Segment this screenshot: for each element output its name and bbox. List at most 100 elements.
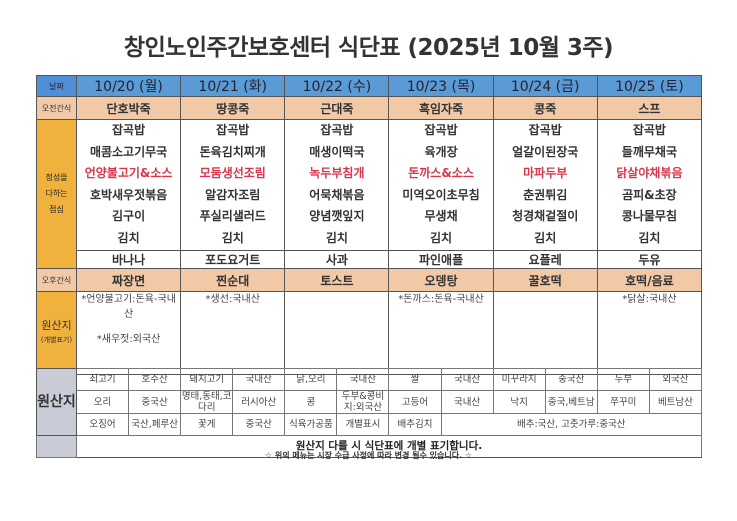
origin-label: 원산지 (개별표기) xyxy=(36,291,77,375)
origin-item: 낙지 xyxy=(492,390,546,414)
pm-snack: 찐순대 xyxy=(180,268,286,292)
lunch-item: 김구이 xyxy=(112,209,146,223)
origin-country: 두부&콩비지:외국산 xyxy=(336,390,390,414)
origin-label-blank xyxy=(36,435,77,458)
day-date: 10/24 (금) xyxy=(492,75,598,97)
lunch-item: 김치 xyxy=(534,230,557,245)
lunch-item: 마파두부 xyxy=(523,166,568,180)
origin-row: 원산지 (개별표기) *언양불고기:돈육-국내산 *새우젓:외국산 *생선:국내산 *돈… xyxy=(36,291,703,375)
lunch-item: 어묵채볶음 xyxy=(309,187,365,202)
lunch-item: 얼갈이된장국 xyxy=(512,144,579,159)
lunch-item: 녹두부침개 xyxy=(309,166,365,180)
origin-country: 외국산 xyxy=(648,368,703,391)
origin-item: 쇠고기 xyxy=(75,368,130,391)
origin-country: 국내산 xyxy=(336,368,390,391)
lunch-item: 김치 xyxy=(221,230,244,245)
lunch-item: 잡곡밥 xyxy=(112,123,146,137)
origin-country: 호주산 xyxy=(128,368,182,391)
lunch-label-line: 점심 xyxy=(49,205,64,214)
day-date: 10/21 (화) xyxy=(180,75,286,97)
origin-item: 배추김치 xyxy=(388,413,442,436)
origin-item: 꽃게 xyxy=(180,413,234,436)
origin-table: 원산지 쇠고기 호주산 돼지고기 국내산 닭,오리 국내산 쌀 국내산 미꾸라지 중국산 두부 외국산 오… xyxy=(36,368,703,458)
origin-note: *생선:국내산 xyxy=(205,294,260,305)
origin-country: 중국산 xyxy=(544,368,598,391)
origin-country: 중국산 xyxy=(232,413,286,436)
lunch-item: 푸실리샐러드 xyxy=(199,209,266,223)
origin-item: 쭈꾸미 xyxy=(596,390,650,414)
fruit: 요플레 xyxy=(492,250,598,269)
lunch-label-line: 다하는 xyxy=(45,189,68,198)
origin-country: 국내산 xyxy=(440,390,494,414)
page-title: 창인노인주간보호센터 식단표 (2025년 10월 3주) xyxy=(123,35,614,61)
origin-label-text: 원산지 xyxy=(41,319,72,332)
am-snack-label: 오전간식 xyxy=(36,96,77,120)
origin-item: 오징어 xyxy=(75,413,130,436)
lunch-item: 김치 xyxy=(430,230,453,245)
origin-item: 쌀 xyxy=(388,368,442,391)
day-date: 10/20 (월) xyxy=(75,75,182,97)
lunch-item: 언양불고기&소스 xyxy=(84,166,173,180)
lunch-item: 잡곡밥 xyxy=(632,123,666,137)
origin-table-row: 오징어 국산,페루산 꽃게 중국산 식육가공품 개별표시 배추김치 배추:국산, 고춧가루:중… xyxy=(37,413,703,436)
lunch-item: 닭살야채볶음 xyxy=(616,166,683,180)
origin-country: 배추:국산, 고춧가루:중국산 xyxy=(440,413,703,436)
date-label: 날짜 xyxy=(36,75,77,97)
lunch-cell: 잡곡밥 매콤소고기무국 언양불고기&소스 호박새우젓볶음 김구이 김치 xyxy=(75,119,182,251)
origin-item: 오리 xyxy=(75,390,130,414)
pm-snack: 토스트 xyxy=(284,268,390,292)
origin-cell: *언양불고기:돈육-국내산 *새우젓:외국산 xyxy=(75,291,182,375)
origin-note: *닭살:국내산 xyxy=(622,294,677,305)
origin-table-label: 원산지 xyxy=(36,368,77,436)
origin-country: 중국,베트남 xyxy=(544,390,598,414)
origin-cell: *닭살:국내산 xyxy=(596,291,703,375)
lunch-label-line: 정성을 xyxy=(45,173,68,182)
origin-cell xyxy=(492,291,598,375)
pm-snack: 짜장면 xyxy=(75,268,182,292)
date-row: 날짜 10/20 (월) 10/21 (화) 10/22 (수) 10/23 (… xyxy=(36,75,703,97)
lunch-item: 양념깻잎지 xyxy=(309,209,365,223)
origin-note-row: 원산지 다를 시 식단표에 개별 표기합니다. xyxy=(36,435,702,458)
origin-note: *새우젓:외국산 xyxy=(96,334,161,345)
lunch-item: 돈까스&소스 xyxy=(408,166,474,180)
origin-item: 미꾸라지 xyxy=(492,368,546,391)
am-snack: 흑임자죽 xyxy=(388,96,494,120)
origin-country: 개별표시 xyxy=(336,413,390,436)
lunch-item: 매생이떡국 xyxy=(309,144,365,159)
fruit: 파인애플 xyxy=(388,250,494,269)
origin-country: 베트남산 xyxy=(648,390,703,414)
lunch-item: 곰피&초장 xyxy=(622,187,677,202)
fruit: 포도요거트 xyxy=(180,250,286,269)
am-snack: 땅콩죽 xyxy=(180,96,286,120)
lunch-item: 무생채 xyxy=(424,209,458,223)
origin-cell: *돈까스:돈육-국내산 xyxy=(388,291,494,375)
lunch-item: 잡곡밥 xyxy=(320,123,354,137)
day-date: 10/25 (토) xyxy=(596,75,703,97)
lunch-item: 잡곡밥 xyxy=(216,123,250,137)
am-snack: 콩죽 xyxy=(492,96,598,120)
pm-snack: 오뎅탕 xyxy=(388,268,494,292)
origin-country: 국산,페루산 xyxy=(128,413,182,436)
lunch-item: 육개장 xyxy=(424,144,458,159)
lunch-item: 김치 xyxy=(117,230,140,245)
origin-country: 중국산 xyxy=(128,390,182,414)
lunch-cell: 잡곡밥 얼갈이된장국 마파두부 춘권튀김 청경채겉절이 김치 xyxy=(492,119,598,251)
origin-item: 명태,동태,코다리 xyxy=(180,390,234,414)
pm-snack: 꿀호떡 xyxy=(492,268,598,292)
day-date: 10/23 (목) xyxy=(388,75,494,97)
footer-note: ☆ 위의 메뉴는 시장 수급 사정에 따라 변경 될수 있습니다. ☆ xyxy=(264,451,473,460)
origin-note: *언양불고기:돈육-국내산 xyxy=(81,294,176,320)
lunch-item: 잡곡밥 xyxy=(528,123,562,137)
lunch-cell: 잡곡밥 매생이떡국 녹두부침개 어묵채볶음 양념깻잎지 김치 xyxy=(284,119,390,251)
fruit: 바나나 xyxy=(75,250,182,269)
lunch-item: 호박새우젓볶음 xyxy=(89,187,168,202)
lunch-item: 잡곡밥 xyxy=(424,123,458,137)
lunch-item: 콩나물무침 xyxy=(621,209,677,223)
lunch-item: 미역오이초무침 xyxy=(402,187,480,202)
pm-snack-row: 오후간식 짜장면 찐순대 토스트 오뎅탕 꿀호떡 호떡/음료 xyxy=(36,268,703,292)
lunch-item: 들깨무채국 xyxy=(621,144,677,159)
am-snack-row: 오전간식 단호박죽 땅콩죽 근대죽 흑임자죽 콩죽 스프 xyxy=(36,96,703,120)
lunch-item: 김치 xyxy=(638,230,661,245)
origin-item: 두부 xyxy=(596,368,650,391)
